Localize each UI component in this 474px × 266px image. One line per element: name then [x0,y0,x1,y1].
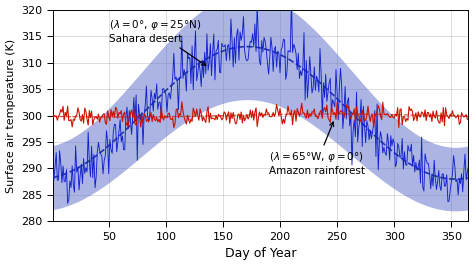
Y-axis label: Surface air temperature (K): Surface air temperature (K) [6,39,16,193]
Text: ($\lambda = 65°$W, $\varphi = 0°$)
Amazon rainforest: ($\lambda = 65°$W, $\varphi = 0°$) Amazo… [269,122,365,176]
X-axis label: Day of Year: Day of Year [225,247,296,260]
Text: ($\lambda = 0°$, $\varphi = 25°$N)
Sahara desert: ($\lambda = 0°$, $\varphi = 25°$N) Sahar… [109,18,206,65]
